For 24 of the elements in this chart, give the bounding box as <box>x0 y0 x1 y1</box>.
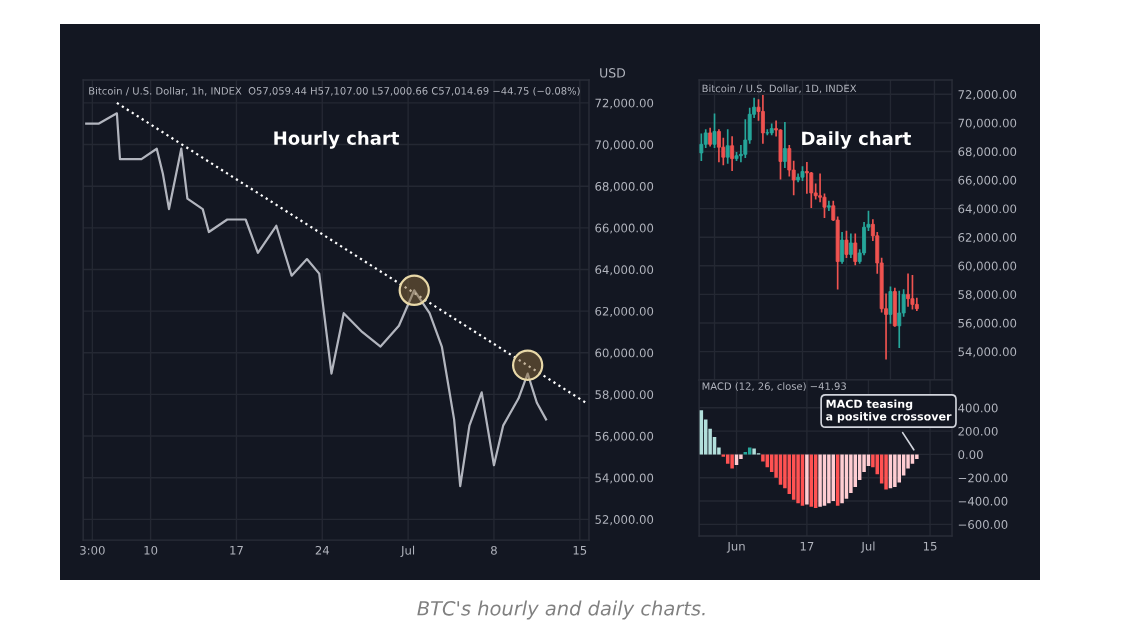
candlestick <box>721 137 726 166</box>
candlestick <box>730 136 735 171</box>
candlestick <box>716 129 721 163</box>
annotation: Hourly chart <box>274 131 400 149</box>
candlestick <box>782 122 787 169</box>
candlestick <box>712 113 717 149</box>
candlestick <box>840 232 845 264</box>
candlestick <box>699 133 704 161</box>
candlestick <box>804 162 809 194</box>
candlestick <box>826 200 831 211</box>
candlestick <box>906 273 910 307</box>
candlestick <box>725 129 730 164</box>
annotation: Daily chart <box>802 131 911 149</box>
candlestick <box>897 290 902 349</box>
candlestick <box>892 287 897 327</box>
candlestick <box>760 94 765 144</box>
candlestick <box>778 129 783 180</box>
candlestick <box>888 286 893 324</box>
candlestick <box>844 230 849 259</box>
candlestick <box>765 129 770 136</box>
candlestick <box>910 274 915 310</box>
candlestick <box>848 233 853 259</box>
text: BTC's hourly and daily charts. <box>417 600 705 620</box>
candlestick <box>853 233 858 266</box>
